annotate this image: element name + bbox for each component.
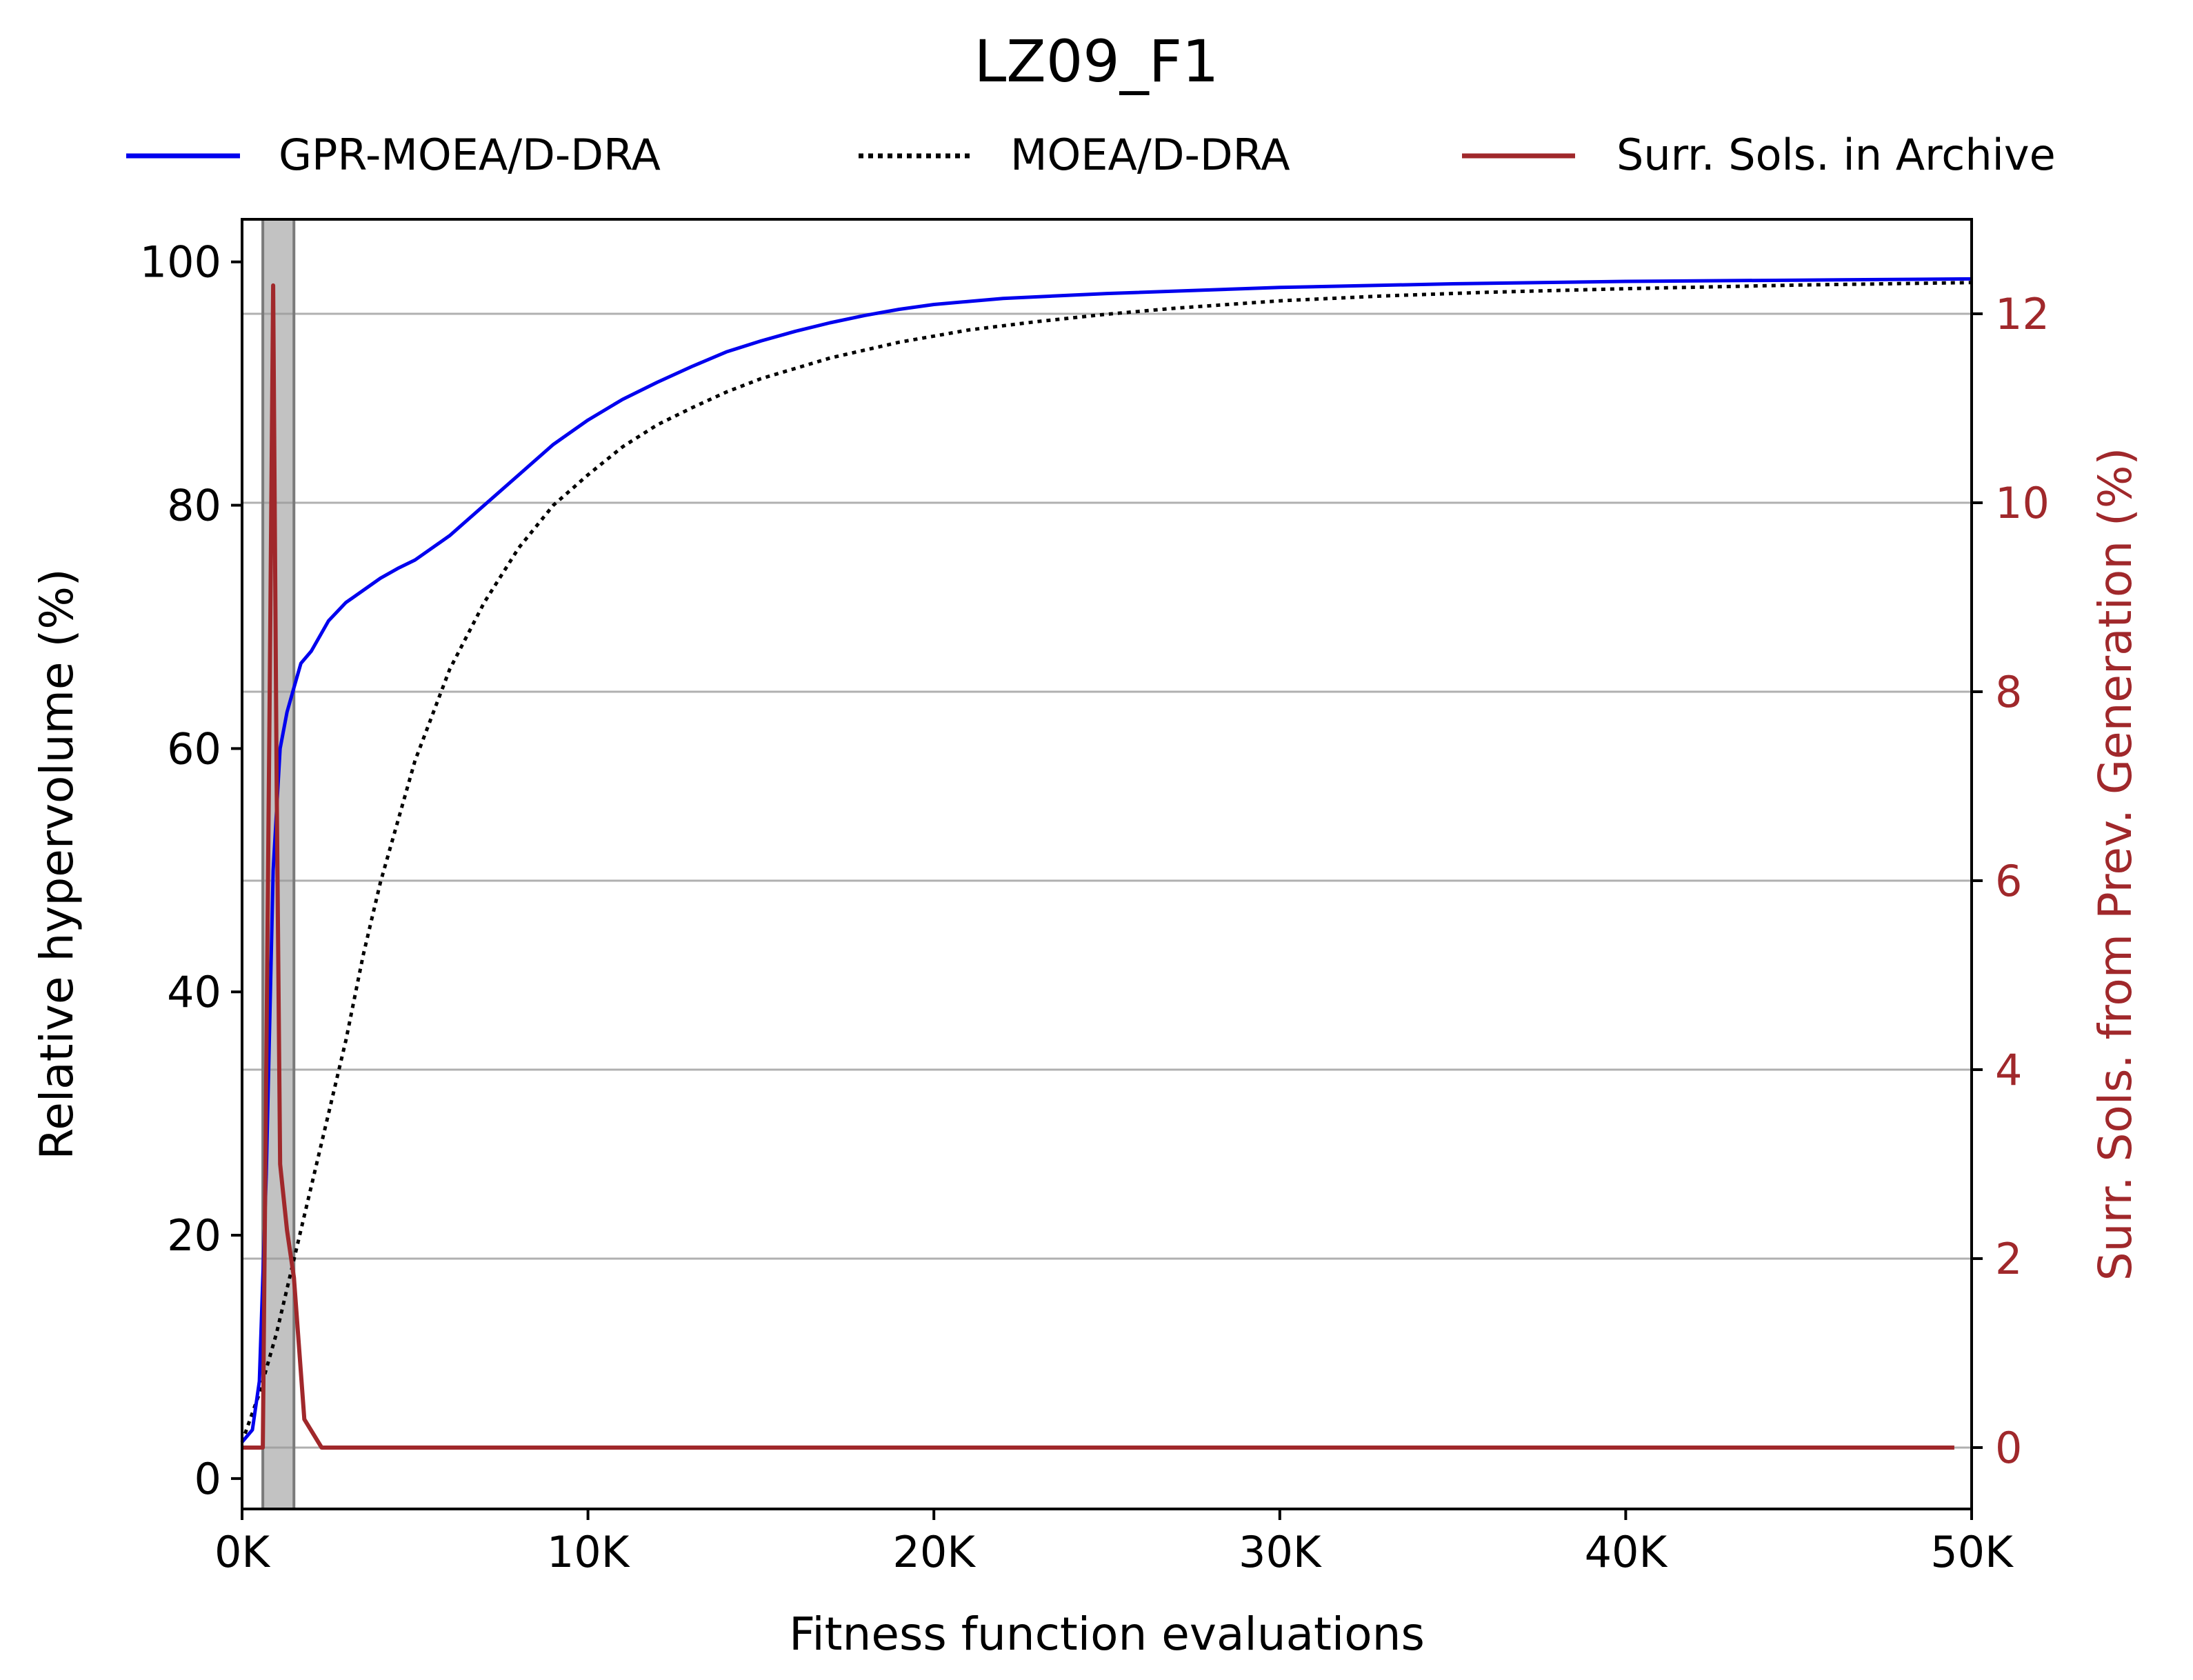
y2-axis-label: Surr. Sols. from Prev. Generation (%) xyxy=(2089,448,2142,1281)
y-tick-label-5: 100 xyxy=(140,237,221,288)
legend: GPR-MOEA/D-DRA MOEA/D-DRA Surr. Sols. in… xyxy=(126,130,2056,180)
x-tick-label-1: 10K xyxy=(547,1527,630,1577)
legend-label-surr: Surr. Sols. in Archive xyxy=(1616,130,2056,180)
series-line-gpr-moead-dra xyxy=(241,277,1972,1443)
x-axis-ticks: 0K 10K 20K 30K 40K 50K xyxy=(214,1509,2014,1577)
legend-label-gpr: GPR-MOEA/D-DRA xyxy=(279,130,661,180)
x-tick-label-5: 50K xyxy=(1930,1527,2014,1577)
legend-label-moead: MOEA/D-DRA xyxy=(1010,130,1290,180)
y-tick-label-0: 0 xyxy=(194,1454,221,1504)
series-line-moead-dra xyxy=(240,281,1972,1443)
y-tick-label-4: 80 xyxy=(167,481,221,531)
y2-tick-label-1: 2 xyxy=(1995,1234,2022,1284)
y2-tick-label-2: 4 xyxy=(1995,1045,2022,1095)
grid-lines xyxy=(242,312,1972,1449)
x-axis-label: Fitness function evaluations xyxy=(789,1608,1425,1661)
x-tick-label-0: 0K xyxy=(214,1527,270,1577)
y-tick-label-1: 20 xyxy=(167,1210,221,1261)
y-axis-label: Relative hypervolume (%) xyxy=(30,568,83,1159)
series-layer xyxy=(240,277,1972,1450)
y2-tick-label-5: 10 xyxy=(1995,478,2050,528)
y-tick-label-2: 40 xyxy=(167,967,221,1017)
y2-tick-label-4: 8 xyxy=(1995,667,2022,717)
y2-tick-label-3: 6 xyxy=(1995,856,2022,906)
plot-frame xyxy=(241,218,1973,1510)
y2-tick-label-0: 0 xyxy=(1995,1423,2022,1473)
y-axis-ticks: 0 20 40 60 80 100 xyxy=(140,237,242,1504)
y2-axis-ticks: 0 2 4 6 8 10 12 xyxy=(1972,289,2050,1473)
y-tick-label-3: 60 xyxy=(167,723,221,774)
x-tick-label-2: 20K xyxy=(892,1527,976,1577)
x-tick-label-3: 30K xyxy=(1239,1527,1322,1577)
series-line-surr-sols xyxy=(242,283,1954,1450)
y2-tick-label-6: 12 xyxy=(1995,289,2050,339)
chart-title: LZ09_F1 xyxy=(974,28,1219,95)
x-tick-label-4: 40K xyxy=(1585,1527,1668,1577)
